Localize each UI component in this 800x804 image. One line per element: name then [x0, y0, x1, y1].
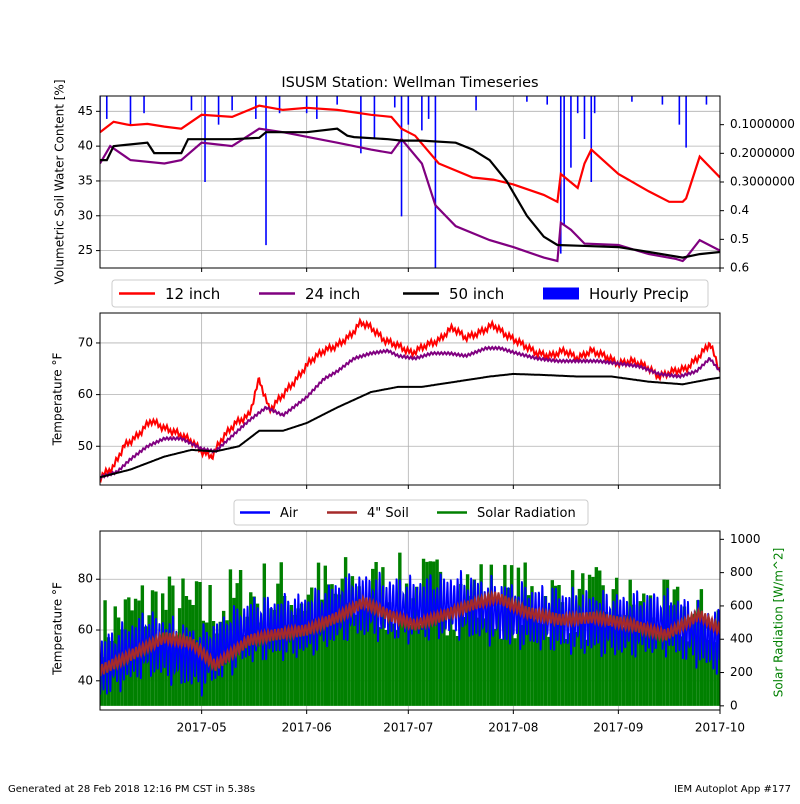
- x-tick-label: 2017-08: [488, 721, 538, 735]
- moisture-data: [100, 96, 720, 268]
- series-line-soil50: [100, 372, 720, 479]
- legend-moisture: 12 inch 24 inch 50 inch Hourly Precip: [111, 279, 709, 308]
- legend-label: 24 inch: [305, 285, 360, 303]
- series-line-air: [100, 570, 720, 697]
- footer-generated: Generated at 28 Feb 2018 12:16 PM CST in…: [8, 784, 256, 795]
- air-solar-data: [100, 552, 720, 706]
- y-tick-label: 40: [78, 673, 93, 687]
- y-tick-label: 80: [78, 572, 93, 586]
- y-tick-label: 30: [78, 208, 93, 222]
- y-tick-label: 60: [78, 623, 93, 637]
- footer-app-id: IEM Autoplot App #177: [674, 784, 791, 795]
- soil-temp-data: [100, 317, 720, 484]
- y2-tick-label: 0.3000000: [730, 175, 795, 189]
- legend-label: Solar Radiation: [477, 506, 576, 521]
- series-line-soil24: [100, 345, 720, 480]
- legend-frame: [233, 499, 589, 526]
- legend-label: Air: [280, 506, 299, 521]
- y-tick-label: 40: [78, 139, 93, 153]
- y2-tick-label: 0.2000000: [730, 146, 795, 160]
- legend-label: 12 inch: [165, 285, 220, 303]
- y-axis-label: Temperature °F: [51, 353, 65, 447]
- y-axis-label: Volumetric Soil Water Content [%]: [53, 79, 67, 284]
- legend-label: 50 inch: [449, 285, 504, 303]
- y2-tick-label: 400: [730, 632, 753, 646]
- plot-frame-3: [99, 530, 721, 711]
- y-tick-label: 50: [78, 439, 93, 453]
- series-line-soil12: [100, 104, 720, 204]
- series-line-soil4: [100, 589, 720, 677]
- x-tick-label: 2017-10: [695, 721, 745, 735]
- y2-axis-label: Solar Radiation [W/m^2]: [772, 548, 786, 698]
- chart-title: ISUSM Station: Wellman Timeseries: [281, 75, 538, 91]
- series-line-soil50: [100, 127, 720, 259]
- x-tick-label: 2017-07: [383, 721, 433, 735]
- y2-tick-label: 0.1000000: [730, 117, 795, 131]
- y-tick-label: 60: [78, 387, 93, 401]
- plot-area-2: [100, 313, 720, 485]
- y-axis-label: Temperature °F: [51, 582, 65, 676]
- y2-tick-label: 200: [730, 665, 753, 679]
- y2-tick-label: 0: [730, 698, 738, 712]
- x-tick-label: 2017-06: [282, 721, 332, 735]
- legend-swatch: [543, 287, 579, 300]
- y2-tick-label: 1000: [730, 532, 761, 546]
- legend-label: Hourly Precip: [589, 285, 689, 303]
- y2-tick-label: 0.6: [730, 261, 749, 275]
- legend-label: 4" Soil: [367, 506, 409, 521]
- y-tick-label: 35: [78, 173, 93, 187]
- y-tick-label: 70: [78, 335, 93, 349]
- legend-air-solar: Air 4" Soil Solar Radiation: [233, 499, 589, 526]
- y2-tick-label: 600: [730, 598, 753, 612]
- plot-frame-2: [99, 312, 721, 486]
- y2-tick-label: 0.4: [730, 203, 749, 217]
- y-tick-label: 45: [78, 104, 93, 118]
- y2-tick-label: 800: [730, 565, 753, 579]
- plot-area-1: [100, 96, 720, 268]
- x-tick-label: 2017-09: [593, 721, 643, 735]
- y-tick-label: 25: [78, 243, 93, 257]
- series-line-soil24: [100, 127, 720, 263]
- y2-tick-label: 0.5: [730, 232, 749, 246]
- x-tick-label: 2017-05: [177, 721, 227, 735]
